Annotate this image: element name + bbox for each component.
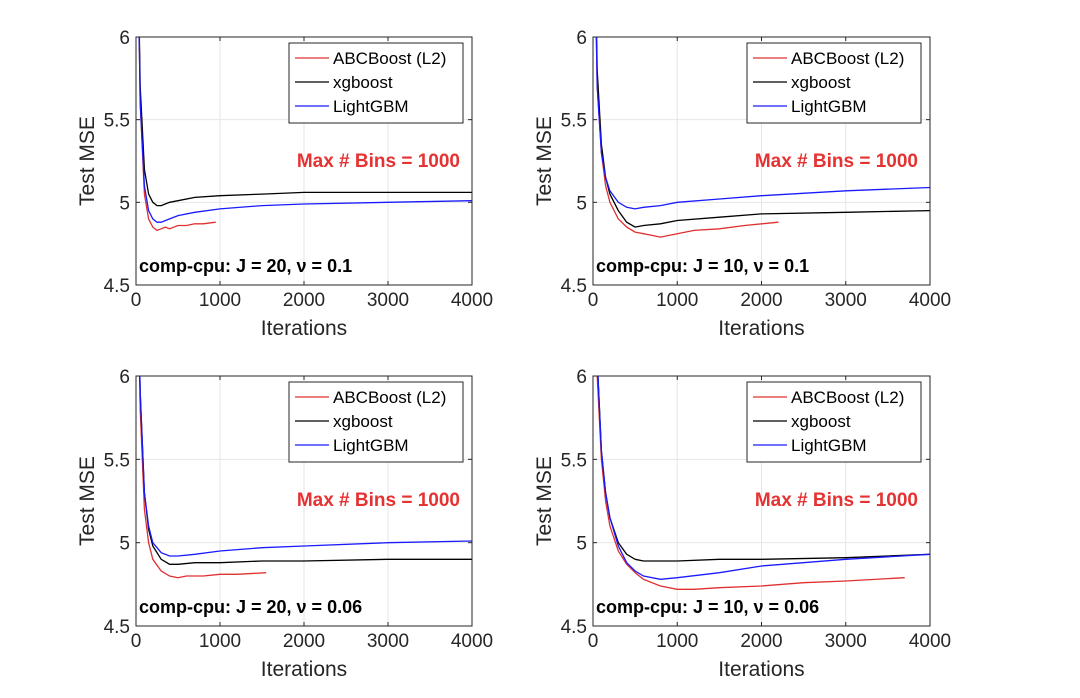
panel-1-legend-label-1: xgboost	[333, 73, 393, 92]
panel-1-legend-label-0: ABCBoost (L2)	[333, 49, 446, 68]
panel-3-legend-label-1: xgboost	[333, 412, 393, 431]
panel-2-ytick-label-1: 5	[576, 193, 587, 214]
panel-3-xtick-label-2: 2000	[283, 631, 325, 652]
panel-1-xtick-label-4: 4000	[451, 290, 493, 311]
panel-2-series-lightgbm	[595, 37, 930, 210]
panel-4-ylabel: Test MSE	[533, 456, 556, 546]
panel-1-legend-box	[288, 42, 464, 124]
panel-1-ytick-label-2: 5.5	[104, 111, 130, 132]
panel-1-xtick-label-2: 2000	[283, 290, 325, 311]
panel-2-legend-label-0: ABCBoost (L2)	[791, 49, 904, 68]
panel-3-ytick-label-3: 6	[119, 367, 130, 388]
panel-2-legend: ABCBoost (L2) xgboost LightGBM	[746, 42, 922, 124]
panel-4-xtick-label-0: 0	[588, 631, 599, 652]
panel-3-series-abcboost-l2	[138, 376, 267, 579]
panel-2-xtick-label-4: 4000	[909, 290, 951, 311]
panel-4-legend-label-0: ABCBoost (L2)	[791, 388, 904, 407]
panel-2-ytick-label-2: 5.5	[561, 111, 587, 132]
panel-1-ytick-label-1: 5	[119, 193, 130, 214]
panel-2-xlabel: Iterations	[718, 317, 804, 340]
panel-4-series-lightgbm	[597, 376, 930, 580]
panel-4-legend-label-1: xgboost	[791, 412, 851, 431]
panel-3-legend: ABCBoost (L2) xgboost LightGBM	[288, 381, 464, 463]
panel-1-series-lightgbm	[138, 37, 472, 223]
panel-4-ytick-label-2: 5.5	[561, 450, 587, 471]
panel-3-ytick-label-2: 5.5	[104, 450, 130, 471]
panel-1-bins-annotation: Max # Bins = 1000	[297, 151, 460, 172]
panel-1-ytick-label-0: 4.5	[104, 276, 130, 297]
panel-3-legend-box	[288, 381, 464, 463]
panel-2-xtick-label-2: 2000	[740, 290, 782, 311]
panel-2-series-xgboost	[595, 37, 930, 228]
panel-3: 0 1000 2000 3000 4000 4.5 5 5.5 6 Iterations Test …	[76, 367, 493, 681]
panel-4-config-label: comp-cpu: J = 10, ν = 0.06	[596, 597, 819, 617]
panel-3-xtick-label-3: 3000	[367, 631, 409, 652]
panel-2-bins-annotation: Max # Bins = 1000	[755, 151, 918, 172]
panel-3-config-label: comp-cpu: J = 20, ν = 0.06	[139, 597, 362, 617]
panel-3-bins-annotation: Max # Bins = 1000	[297, 490, 460, 511]
panel-4: 0 1000 2000 3000 4000 4.5 5 5.5 6 Iterations Test …	[533, 367, 951, 681]
panel-4-series-abcboost-l2	[596, 376, 905, 590]
panel-1: 0 1000 2000 3000 4000 4.5 5 5.5 6 Iterations Test …	[76, 28, 493, 340]
panel-3-ytick-label-0: 4.5	[104, 617, 130, 638]
panel-4-xtick-label-4: 4000	[909, 631, 951, 652]
panel-4-ytick-label-1: 5	[576, 534, 587, 555]
panel-3-xlabel: Iterations	[261, 658, 347, 681]
panel-4-xtick-label-1: 1000	[656, 631, 698, 652]
panel-1-xtick-label-3: 3000	[367, 290, 409, 311]
panel-1-config-label: comp-cpu: J = 20, ν = 0.1	[139, 256, 352, 276]
panel-1-legend-label-2: LightGBM	[333, 97, 409, 116]
panel-3-xtick-label-1: 1000	[199, 631, 241, 652]
panel-2-series-abcboost-l2	[595, 37, 779, 238]
panel-1-xtick-label-0: 0	[131, 290, 142, 311]
panel-2-legend-label-2: LightGBM	[791, 97, 867, 116]
panel-1-legend: ABCBoost (L2) xgboost LightGBM	[288, 42, 464, 124]
panel-3-ylabel: Test MSE	[76, 456, 99, 546]
panel-4-xtick-label-2: 2000	[740, 631, 782, 652]
panel-4-xtick-label-3: 3000	[825, 631, 867, 652]
panel-1-xlabel: Iterations	[261, 317, 347, 340]
panel-4-legend: ABCBoost (L2) xgboost LightGBM	[746, 381, 922, 463]
panel-4-ytick-label-0: 4.5	[561, 617, 587, 638]
panel-2-ytick-label-3: 6	[576, 28, 587, 49]
panel-2-legend-box	[746, 42, 922, 124]
panel-3-series-lightgbm	[139, 376, 472, 557]
panel-2-config-label: comp-cpu: J = 10, ν = 0.1	[596, 256, 809, 276]
panel-4-xlabel: Iterations	[718, 658, 804, 681]
panel-2-xtick-label-3: 3000	[825, 290, 867, 311]
panel-4-legend-box	[746, 381, 922, 463]
panel-1-ytick-label-3: 6	[119, 28, 130, 49]
panel-3-legend-label-2: LightGBM	[333, 436, 409, 455]
panel-2-ytick-label-0: 4.5	[561, 276, 587, 297]
panel-2-xtick-label-0: 0	[588, 290, 599, 311]
panel-1-series-xgboost	[138, 37, 472, 207]
panel-2-legend-label-1: xgboost	[791, 73, 851, 92]
panel-4-legend-label-2: LightGBM	[791, 436, 867, 455]
panel-4-ytick-label-3: 6	[576, 367, 587, 388]
panel-1-xtick-label-1: 1000	[199, 290, 241, 311]
panel-2: 0 1000 2000 3000 4000 4.5 5 5.5 6 Iterations Test …	[533, 28, 951, 340]
panel-3-legend-label-0: ABCBoost (L2)	[333, 388, 446, 407]
panel-3-xtick-label-4: 4000	[451, 631, 493, 652]
panel-1-series-abcboost-l2	[138, 37, 216, 232]
panel-3-ytick-label-1: 5	[119, 534, 130, 555]
panel-3-xtick-label-0: 0	[131, 631, 142, 652]
panel-1-ylabel: Test MSE	[76, 116, 99, 206]
panel-2-xtick-label-1: 1000	[656, 290, 698, 311]
panel-4-bins-annotation: Max # Bins = 1000	[755, 490, 918, 511]
panel-2-ylabel: Test MSE	[533, 116, 556, 206]
